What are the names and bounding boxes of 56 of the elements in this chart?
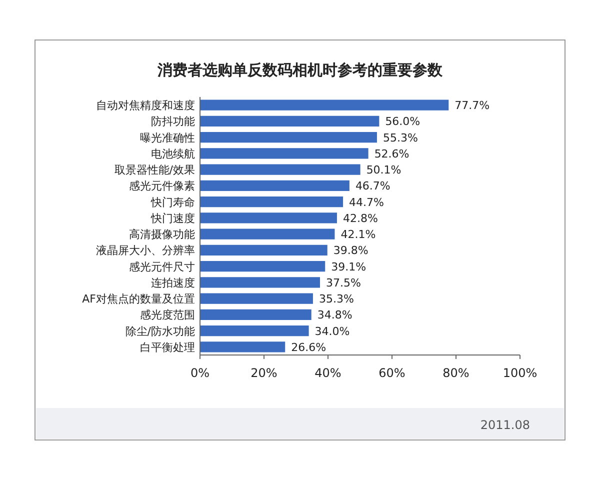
bar: [200, 132, 377, 143]
data-label: 34.0%: [314, 324, 350, 338]
bar: [200, 164, 360, 175]
y-tick-label: 感光度范围: [140, 308, 195, 322]
y-tick-label: 电池续航: [151, 147, 195, 160]
y-tick-label: 防抖功能: [151, 115, 195, 128]
bar: [200, 212, 337, 224]
data-label: 42.8%: [342, 212, 378, 225]
x-tick-label: 100%: [502, 366, 538, 380]
bar: [200, 148, 368, 159]
data-label: 39.8%: [333, 244, 368, 258]
data-label: 35.3%: [318, 292, 354, 306]
bar: [200, 196, 344, 208]
data-label: 39.1%: [331, 260, 366, 274]
bar: [200, 100, 449, 110]
bar: [200, 309, 312, 320]
bar: [200, 293, 313, 304]
y-tick-label: 高清摄像功能: [129, 228, 195, 242]
bar: [200, 325, 309, 336]
text: 2011.08: [480, 418, 530, 432]
bar: [200, 342, 286, 352]
data-label: 37.5%: [326, 276, 361, 290]
y-tick-label: 感光元件尺寸: [129, 260, 195, 274]
data-label: 34.8%: [317, 308, 352, 322]
data-label: 44.7%: [349, 196, 384, 209]
y-tick-label: 自动对焦精度和速度: [96, 99, 195, 112]
data-label: 42.1%: [340, 228, 376, 242]
x-tick-label: 0%: [190, 366, 210, 380]
x-tick-label: 80%: [442, 366, 470, 380]
y-tick-label: 快门寿命: [150, 196, 195, 209]
x-tick-label: 60%: [378, 366, 406, 380]
data-label: 56.0%: [385, 115, 420, 128]
x-tick-label: 20%: [250, 366, 278, 380]
y-tick-label: 快门速度: [150, 212, 195, 225]
y-tick-label: 取景器性能/效果: [114, 164, 195, 177]
bar: [200, 180, 350, 192]
bar: [200, 116, 380, 127]
y-tick-label: 除尘/防水功能: [125, 324, 195, 338]
data-label: 55.3%: [382, 131, 418, 144]
y-tick-label: 连拍速度: [151, 276, 195, 290]
x-tick-label: 40%: [314, 366, 342, 380]
y-tick-label: 曝光准确性: [140, 131, 195, 144]
bar: [200, 228, 335, 240]
chart-title: 消费者选购单反数码相机时参考的重要参数: [156, 61, 444, 79]
y-tick-label: 液晶屏大小、分辨率: [96, 244, 195, 258]
data-label: 46.7%: [355, 180, 390, 193]
data-label: 52.6%: [374, 147, 410, 160]
y-tick-label: AF对焦点的数量及位置: [82, 292, 195, 306]
data-label: 77.7%: [454, 99, 490, 112]
data-label: 26.6%: [291, 340, 326, 354]
bar: [200, 277, 320, 288]
y-tick-label: 白平衡处理: [140, 340, 195, 354]
bar: [200, 244, 328, 256]
y-tick-label: 感光元件像素: [129, 180, 195, 193]
data-label: 50.1%: [366, 164, 402, 177]
bar: [200, 260, 326, 272]
